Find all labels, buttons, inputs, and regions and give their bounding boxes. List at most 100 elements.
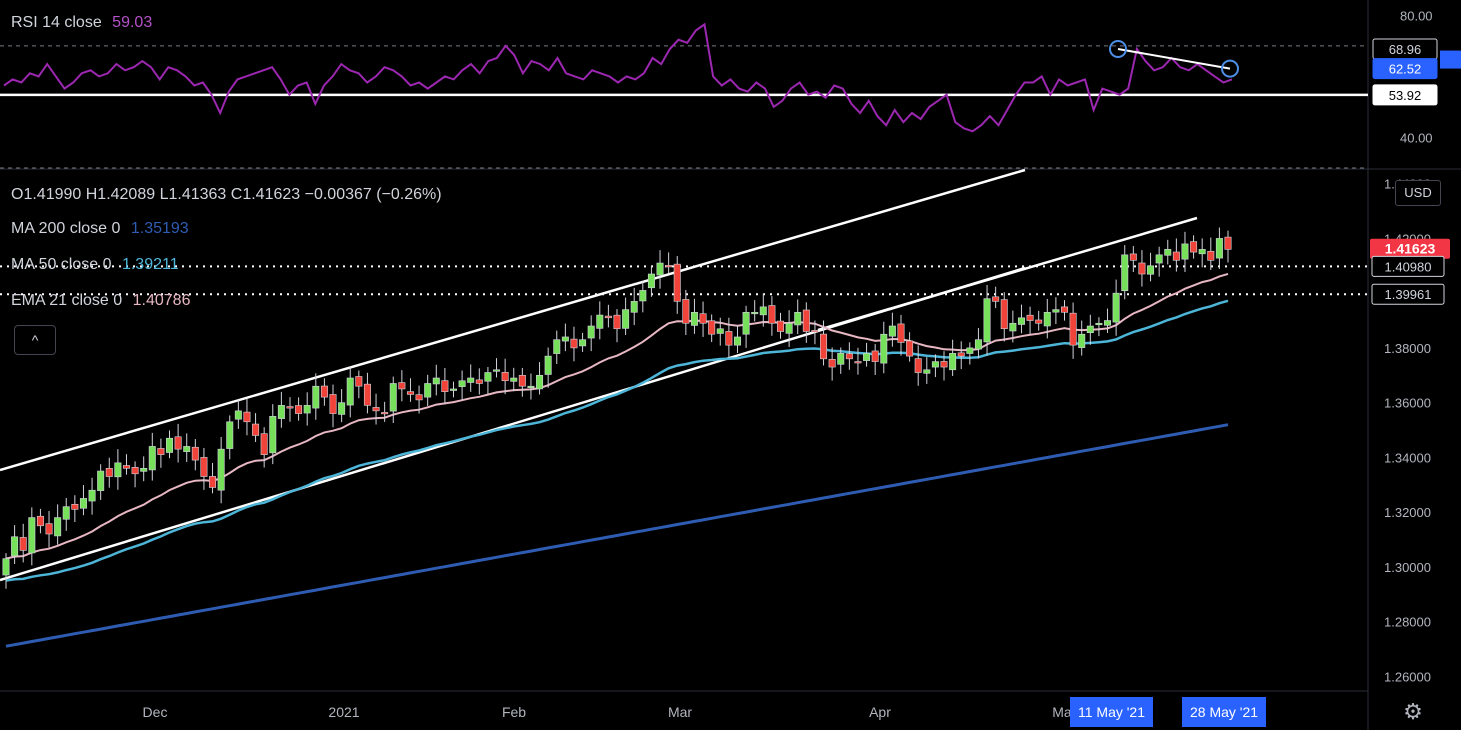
candle-body bbox=[234, 410, 242, 420]
candle-body bbox=[166, 437, 174, 453]
candle-body bbox=[71, 503, 79, 510]
ma200-line bbox=[5, 423, 1229, 648]
candle-body bbox=[1086, 325, 1094, 334]
candle-body bbox=[277, 405, 285, 419]
candle-body bbox=[1181, 243, 1189, 260]
candle-body bbox=[1009, 322, 1017, 332]
candle-body bbox=[914, 358, 922, 373]
candle-body bbox=[708, 320, 716, 335]
candle-body bbox=[1172, 251, 1180, 261]
candle-body bbox=[536, 374, 544, 390]
candle-body bbox=[845, 353, 853, 360]
candle-body bbox=[338, 402, 346, 415]
ma200-value: 1.35193 bbox=[130, 220, 189, 237]
candle-body bbox=[820, 333, 828, 360]
candle-body bbox=[320, 385, 328, 398]
candle-body bbox=[1078, 333, 1086, 348]
candle-body bbox=[1060, 306, 1068, 313]
candle-body bbox=[131, 467, 139, 475]
gear-icon[interactable]: ⚙ bbox=[1403, 699, 1423, 724]
candle-body bbox=[1095, 322, 1103, 326]
candle-body bbox=[11, 536, 19, 557]
ma50-label: MA 50 close 0 bbox=[11, 256, 112, 273]
candle-body bbox=[871, 350, 879, 362]
candle-body bbox=[992, 296, 1000, 302]
candle-body bbox=[587, 325, 595, 339]
candle-body bbox=[148, 446, 156, 471]
price-tick-label: 1.34000 bbox=[1384, 450, 1431, 465]
candle-body bbox=[949, 353, 957, 371]
candle-body bbox=[226, 421, 234, 449]
level-price-tag-bg bbox=[1371, 283, 1445, 305]
price-tick-label: 1.36000 bbox=[1384, 396, 1431, 411]
date-tag-28-may: 28 May '21 bbox=[1182, 697, 1267, 727]
candle-body bbox=[906, 340, 914, 357]
candle-body bbox=[114, 462, 122, 478]
candle-body bbox=[553, 339, 561, 354]
candle-body bbox=[768, 305, 776, 324]
candle-body bbox=[785, 322, 793, 334]
candle-body bbox=[1112, 292, 1120, 323]
time-tick-label: Ma bbox=[1052, 704, 1072, 720]
price-tick-label: 1.30000 bbox=[1384, 560, 1431, 575]
candle-body bbox=[286, 406, 294, 409]
candle-body bbox=[458, 380, 466, 387]
candle-body bbox=[406, 391, 414, 395]
candle-body bbox=[561, 336, 569, 342]
candle-body bbox=[854, 361, 862, 364]
ohlc-open: O1.41990 bbox=[11, 186, 82, 203]
ohlc-low: L1.41363 bbox=[159, 186, 227, 203]
rsi-tick-label: 40.00 bbox=[1400, 130, 1433, 145]
candle-body bbox=[1121, 254, 1129, 292]
candle-body bbox=[260, 433, 268, 455]
candle-body bbox=[828, 358, 836, 368]
rsi-price-tag-bg bbox=[1372, 58, 1438, 80]
rsi-divergence-start-marker bbox=[1109, 39, 1127, 58]
candle-body bbox=[484, 372, 492, 382]
ema21-legend: EMA 21 close 0 1.40786 bbox=[11, 292, 190, 310]
candle-body bbox=[613, 314, 621, 330]
candle-body bbox=[690, 312, 698, 326]
candle-body bbox=[931, 361, 939, 368]
ma200-legend: MA 200 close 0 1.35193 bbox=[11, 220, 189, 238]
rsi-value-marker bbox=[1440, 50, 1461, 69]
channel-lower-extension bbox=[817, 216, 1198, 332]
rsi-divergence-line bbox=[1117, 48, 1231, 70]
candle-body bbox=[699, 313, 707, 324]
candle-body bbox=[209, 476, 217, 488]
candle-body bbox=[36, 515, 44, 527]
candle-body bbox=[1129, 253, 1137, 261]
candle-body bbox=[579, 339, 587, 347]
candle-body bbox=[1000, 299, 1008, 330]
ohlc-close: C1.41623 bbox=[230, 186, 301, 203]
candle-body bbox=[570, 338, 578, 349]
candle-body bbox=[372, 407, 380, 412]
candle-body bbox=[105, 468, 113, 477]
candle-body bbox=[1052, 309, 1060, 313]
rsi-price-tag-bg bbox=[1372, 84, 1438, 106]
date-tag-11-may: 11 May '21 bbox=[1070, 697, 1154, 727]
candle-body bbox=[1224, 236, 1232, 250]
candle-body bbox=[1207, 250, 1215, 261]
candle-body bbox=[432, 377, 440, 385]
candle-body bbox=[596, 314, 604, 329]
currency-label[interactable]: USD bbox=[1395, 180, 1441, 206]
collapse-legend-button[interactable]: ^ bbox=[14, 325, 56, 355]
candle-body bbox=[673, 263, 681, 302]
last-price-tag-bg bbox=[1370, 238, 1450, 259]
candle-body bbox=[888, 325, 896, 337]
candle-body bbox=[174, 436, 182, 450]
candle-body bbox=[269, 416, 277, 454]
candle-body bbox=[346, 377, 354, 406]
candle-body bbox=[1026, 314, 1034, 321]
candle-body bbox=[1017, 317, 1025, 325]
candle-body bbox=[79, 498, 87, 509]
rsi-price-tag: 68.96 bbox=[1389, 42, 1422, 57]
candle-body bbox=[880, 333, 888, 364]
ma200-label: MA 200 close 0 bbox=[11, 220, 121, 237]
ma50-legend: MA 50 close 0 1.39211 bbox=[11, 256, 179, 274]
time-tick-label: Mar bbox=[668, 704, 692, 720]
candle-body bbox=[647, 273, 655, 289]
price-tick-label: 1.28000 bbox=[1384, 615, 1431, 630]
